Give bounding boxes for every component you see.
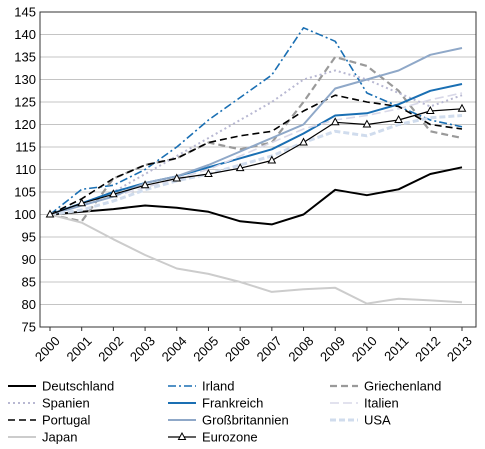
series-line-deutschland [49,166,463,226]
legend-label: Eurozone [202,430,258,445]
legend-item-gro-britannien: Großbritannien [168,413,289,428]
point-eurozone [394,114,403,123]
y-tick-label: 125 [14,95,36,110]
series-line-usa [49,114,463,216]
legend-item-spanien: Spanien [8,396,90,411]
y-tick-label: 75 [22,320,36,335]
y-tick-label: 95 [22,230,36,245]
legend-label: Großbritannien [202,413,289,428]
legend-label: Italien [364,396,399,411]
point-eurozone [109,189,118,198]
x-tick-label: 2007 [254,333,285,364]
x-tick-label: 2011 [381,333,411,363]
legend-label: Griechenland [364,379,441,394]
point-eurozone [330,117,340,126]
legend-item-portugal: Portugal [8,413,91,428]
x-tick-label: 2012 [412,333,443,364]
y-tick-label: 85 [22,275,36,290]
legend-item-eurozone: Eurozone [168,430,258,445]
y-tick-label: 120 [14,117,36,132]
series-line-japan [49,213,463,305]
legend-label: Irland [202,379,235,394]
x-tick-label: 2000 [32,333,63,364]
y-tick-label: 90 [22,252,36,267]
legend-item-deutschland: Deutschland [8,379,114,394]
legend-marker [177,431,187,440]
legend-item-frankreich: Frankreich [168,396,263,411]
legend-item-irland: Irland [168,379,235,394]
y-tick-label: 105 [14,185,36,200]
series-line-irland [49,26,463,216]
y-tick-label: 80 [22,297,36,312]
legend-label: Spanien [42,396,90,411]
series-line-frankreich [49,83,463,216]
x-tick-label: 2009 [317,333,348,364]
x-tick-label: 2010 [349,333,380,364]
grid-lines [39,11,477,328]
y-tick-label: 140 [14,27,36,42]
x-tick-label: 2013 [444,333,475,364]
x-axis-ticks: 2000 2001 2002 2003 2004 2005 2006 2007 2008 2009… [32,327,475,364]
series-line-spanien [49,69,463,216]
y-tick-label: 145 [14,5,36,20]
point-eurozone [299,137,308,146]
legend-item-italien: Italien [330,396,399,411]
plot-frame [39,11,477,328]
series-line-portugal [49,94,463,216]
x-tick-label: 2001 [64,333,95,364]
legend-label: USA [364,413,391,428]
x-tick-label: 2004 [159,333,190,364]
series-lines [45,26,467,305]
y-tick-label: 135 [14,50,36,65]
legend-item-japan: Japan [8,430,77,445]
x-tick-label: 2008 [285,333,316,364]
y-tick-label: 130 [14,72,36,87]
point-eurozone [77,198,87,207]
x-tick-label: 2002 [95,333,126,364]
legend-label: Japan [42,430,77,445]
series-line-eurozone [49,108,463,216]
legend-label: Portugal [42,413,91,428]
y-tick-label: 110 [15,162,36,177]
legend-label: Frankreich [202,396,263,411]
point-eurozone [362,119,372,128]
point-eurozone [140,180,150,189]
series-line-gro-britannien [49,47,463,216]
point-eurozone [172,173,182,182]
point-eurozone [457,103,467,112]
point-eurozone [425,105,435,114]
x-tick-label: 2003 [127,333,158,364]
x-tick-label: 2006 [222,333,253,364]
point-eurozone [204,168,213,177]
point-eurozone [235,163,245,172]
x-tick-label: 2005 [190,333,221,364]
legend: Deutschland Irland Griechenland Spanien Fran… [8,379,441,445]
y-tick-label: 100 [14,207,36,222]
point-eurozone [45,209,55,218]
legend-label: Deutschland [42,379,114,394]
point-eurozone [267,155,277,164]
legend-item-griechenland: Griechenland [330,379,441,394]
y-axis-ticks: 75 80 85 90 95 100 105 110 115 120 125 130 135 140 145 [14,5,36,335]
y-tick-label: 115 [15,140,36,155]
legend-item-usa: USA [330,413,391,428]
